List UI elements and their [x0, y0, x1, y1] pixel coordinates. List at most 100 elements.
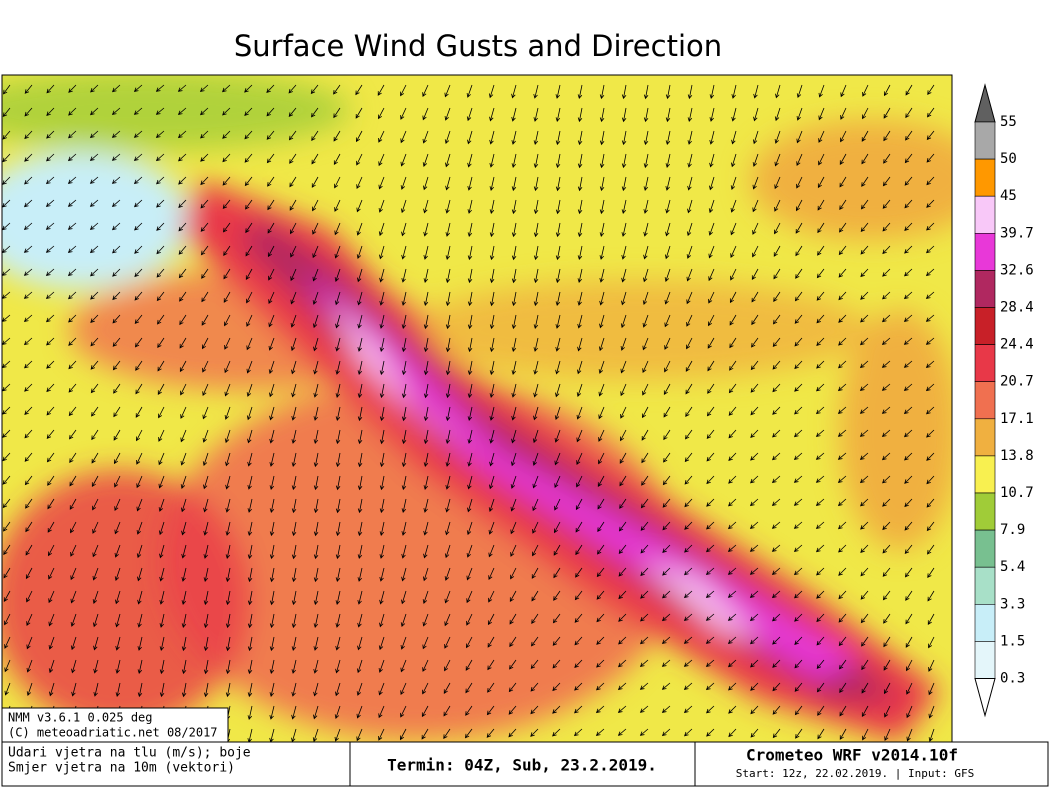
wind-arrow	[288, 84, 297, 94]
wind-arrow	[335, 590, 341, 605]
wind-arrow	[23, 314, 33, 323]
wind-arrow	[467, 406, 473, 421]
wind-arrow	[595, 728, 605, 736]
wind-arrow	[115, 659, 121, 674]
colorbar-box	[974, 603, 996, 642]
wind-arrow	[928, 636, 935, 649]
wind-arrow	[2, 245, 11, 254]
wind-arrow	[2, 84, 11, 95]
wind-arrow	[225, 613, 231, 629]
wind-arrow	[489, 199, 495, 215]
wind-arrow	[772, 314, 781, 325]
wind-arrow	[489, 222, 495, 238]
wind-arrow	[510, 521, 517, 535]
colorbar-box	[974, 641, 996, 679]
wind-arrow	[467, 222, 473, 238]
wind-arrow	[68, 429, 77, 440]
footer-left: Udari vjetra na tlu (m/s); boje	[8, 746, 251, 761]
wind-arrow	[2, 291, 11, 299]
wind-arrow	[686, 314, 693, 327]
wind-arrow	[838, 314, 847, 323]
wind-arrow	[180, 429, 187, 443]
wind-arrow	[882, 176, 891, 187]
wind-arrow	[903, 314, 913, 322]
wind-arrow	[860, 199, 869, 210]
wind-arrow	[925, 291, 935, 299]
colorbar-box	[974, 158, 996, 197]
wind-arrow	[772, 429, 781, 438]
wind-arrow	[510, 567, 517, 580]
wind-arrow	[377, 84, 385, 96]
wind-arrow	[926, 245, 935, 254]
wind-arrow	[598, 360, 605, 374]
wind-arrow	[202, 406, 209, 420]
wind-arrow	[684, 567, 693, 576]
wind-arrow	[795, 268, 803, 279]
wind-arrow	[157, 314, 165, 325]
wind-arrow	[200, 176, 209, 186]
wind-arrow	[531, 567, 539, 579]
wind-arrow	[596, 636, 605, 645]
wind-arrow	[881, 429, 891, 438]
wind-arrow	[269, 452, 275, 467]
wind-arrow	[356, 222, 363, 236]
wind-arrow	[89, 199, 99, 207]
wind-arrow	[467, 153, 473, 168]
wind-arrow	[201, 291, 209, 303]
wind-arrow	[683, 705, 693, 714]
wind-arrow	[511, 383, 517, 398]
wind-arrow	[46, 383, 55, 393]
wind-arrow	[661, 728, 671, 737]
wind-arrow	[925, 314, 935, 322]
wind-arrow	[269, 544, 275, 560]
wind-arrow	[577, 337, 583, 352]
wind-arrow	[861, 682, 869, 694]
colorbar-label: 50	[1000, 151, 1017, 167]
wind-arrow	[793, 567, 803, 576]
wind-arrow	[838, 360, 847, 369]
wind-arrow	[752, 245, 759, 258]
wind-arrow	[552, 728, 561, 737]
wind-arrow	[247, 498, 253, 513]
wind-arrow	[203, 636, 209, 652]
wind-arrow	[727, 521, 737, 530]
wind-arrow	[400, 176, 407, 190]
wind-arrow	[181, 590, 187, 605]
wind-arrow	[511, 176, 517, 192]
wind-arrow	[883, 682, 891, 695]
wind-arrow	[621, 222, 627, 237]
wind-arrow	[555, 383, 561, 398]
wind-arrow	[222, 176, 231, 186]
wind-arrow	[532, 544, 539, 557]
wind-arrow	[356, 153, 363, 166]
wind-arrow	[881, 337, 891, 346]
wind-arrow	[179, 360, 187, 373]
wind-arrow	[155, 130, 165, 138]
wind-arrow	[859, 475, 869, 484]
wind-arrow	[267, 245, 275, 258]
wind-arrow	[23, 337, 33, 346]
wind-arrow	[311, 130, 319, 142]
wind-arrow	[772, 337, 781, 348]
wind-arrow	[685, 406, 693, 418]
wind-arrow	[883, 613, 891, 624]
wind-arrow	[467, 452, 473, 467]
wind-arrow	[861, 659, 869, 671]
wind-arrow	[489, 291, 495, 307]
wind-arrow	[927, 84, 935, 95]
wind-arrow	[444, 636, 451, 649]
wind-arrow	[378, 130, 385, 143]
wind-arrow	[400, 636, 407, 650]
wind-arrow	[926, 176, 935, 186]
wind-arrow	[576, 452, 583, 465]
wind-arrow	[839, 705, 847, 717]
wind-arrow	[159, 636, 165, 652]
wind-arrow	[203, 475, 209, 490]
wind-arrow	[730, 199, 737, 213]
wind-arrow	[883, 636, 891, 648]
wind-arrow	[487, 659, 495, 671]
wind-arrow	[201, 337, 209, 350]
wind-arrow	[509, 659, 517, 670]
wind-arrow	[729, 314, 737, 326]
wind-arrow	[467, 383, 473, 399]
